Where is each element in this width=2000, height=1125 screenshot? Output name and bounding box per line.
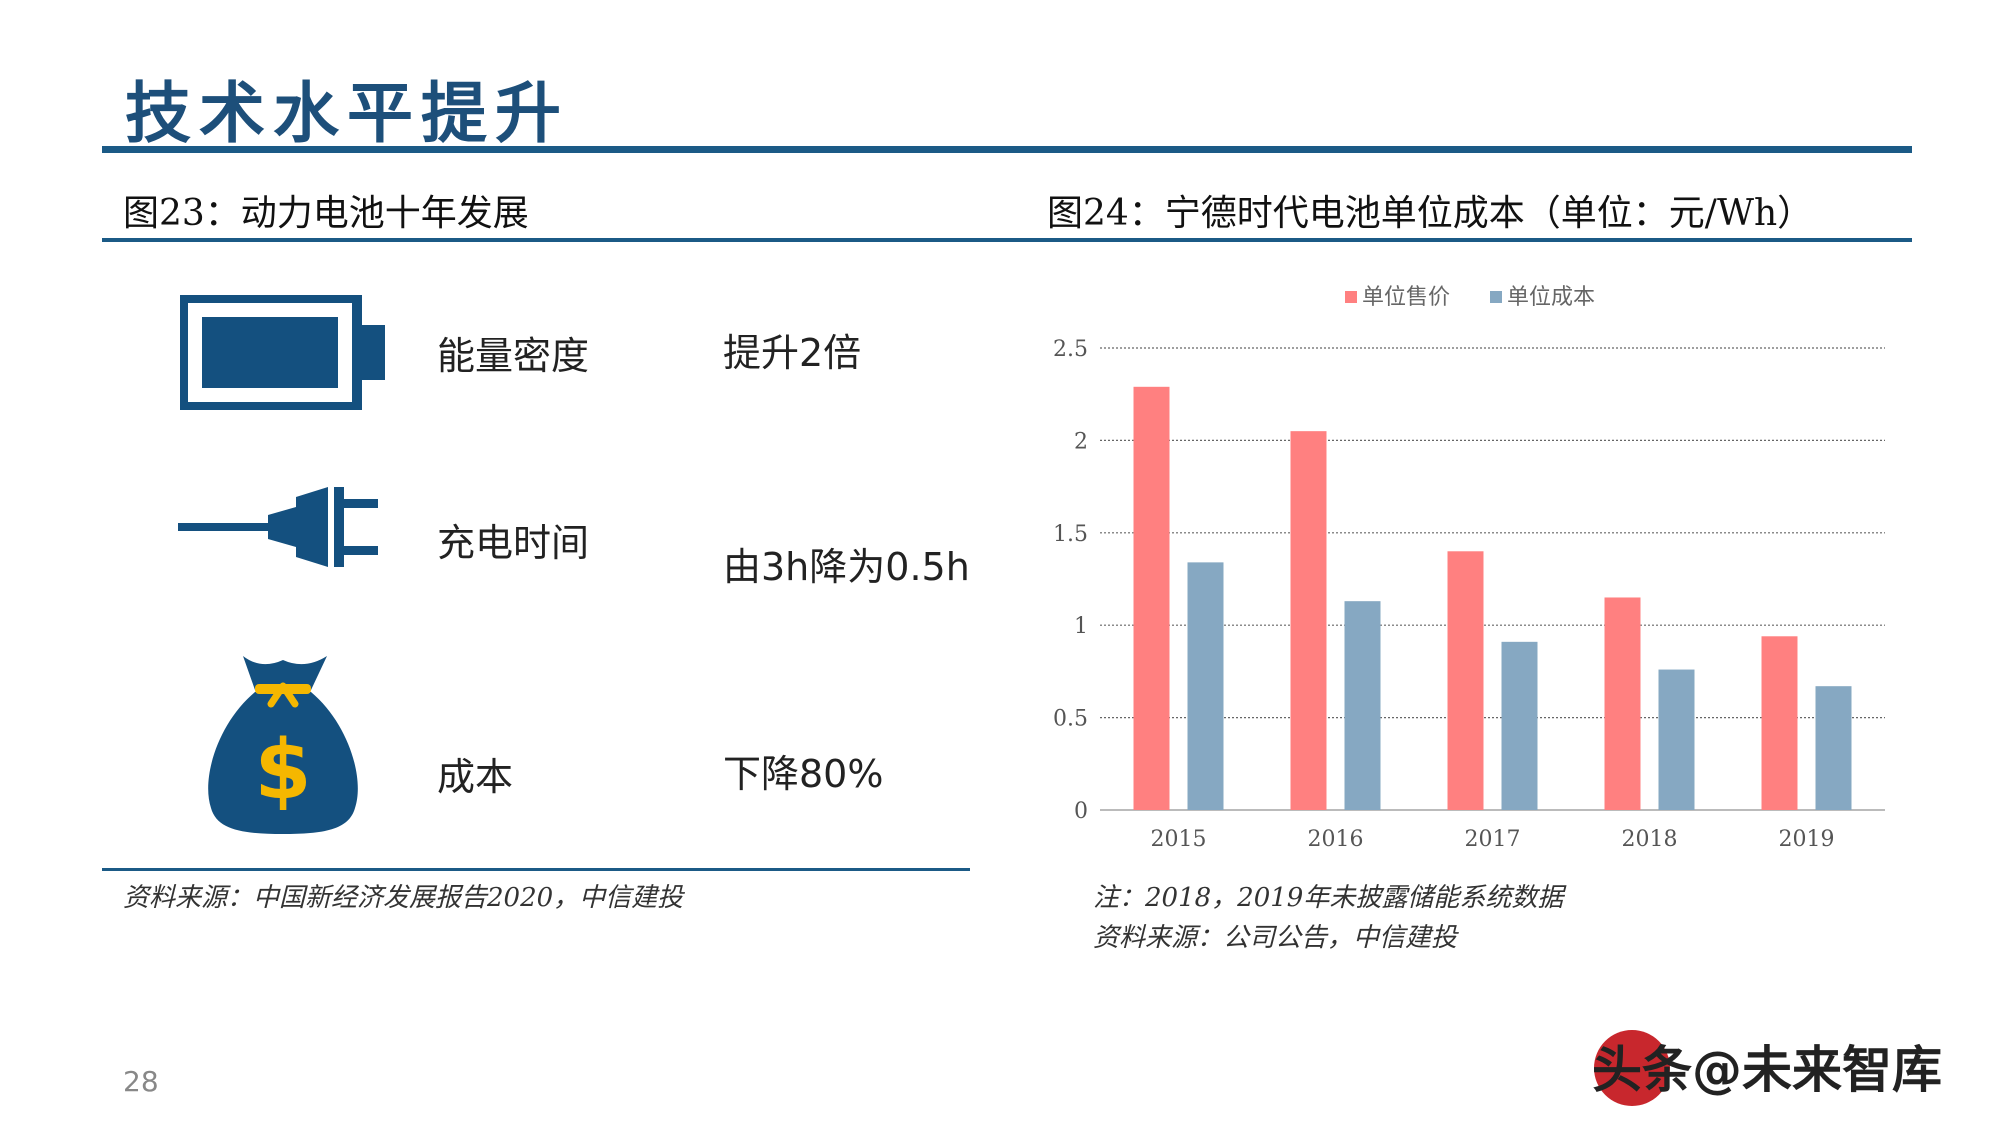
x-tick-label: 2016	[1308, 827, 1364, 852]
money-bag-icon: $	[203, 648, 363, 838]
row-label-charging-time: 充电时间	[437, 521, 590, 565]
bar-price	[1761, 636, 1798, 810]
bar-cost	[1187, 562, 1224, 810]
x-tick-label: 2018	[1622, 827, 1678, 852]
x-tick-label: 2017	[1465, 827, 1521, 852]
row-label-energy-density: 能量密度	[437, 334, 590, 378]
bar-cost	[1815, 686, 1852, 810]
bar-cost	[1501, 641, 1538, 810]
plug-icon	[178, 482, 390, 572]
bar-price	[1447, 551, 1484, 810]
legend-label: 单位售价	[1362, 285, 1450, 310]
right-figure-divider	[968, 238, 1912, 242]
bar-cost	[1344, 601, 1381, 810]
legend-swatch	[1345, 291, 1357, 303]
right-figure-title: 图24：宁德时代电池单位成本（单位：元/Wh）	[1047, 193, 1814, 234]
row-value-charging-time: 由3h降为0.5h	[723, 545, 970, 589]
right-figure-source: 资料来源：公司公告，中信建投	[1093, 923, 1458, 953]
bar-price	[1133, 386, 1170, 810]
bar-price	[1290, 431, 1327, 810]
y-tick-label: 2.5	[1053, 337, 1088, 362]
watermark-logo-icon	[1594, 1030, 1670, 1106]
bar-cost	[1658, 669, 1695, 810]
watermark-text: 头条@未来智库	[1592, 1041, 1942, 1099]
x-tick-label: 2015	[1151, 827, 1207, 852]
svg-text:$: $	[254, 723, 311, 818]
bar-price	[1604, 597, 1641, 810]
y-tick-label: 0	[1074, 799, 1088, 824]
row-value-energy-density: 提升2倍	[723, 331, 862, 375]
page-title: 技术水平提升	[125, 74, 569, 152]
unit-cost-bar-chart: 0 0.5 1 1.5 2 2.5 2015 2016 2017 2018 2019 单位售价 单位成本	[1053, 285, 1885, 852]
y-tick-label: 1.5	[1053, 522, 1088, 547]
row-label-cost: 成本	[437, 755, 514, 799]
x-tick-label: 2019	[1779, 827, 1835, 852]
left-figure-source: 资料来源：中国新经济发展报告2020，中信建投	[123, 883, 684, 913]
left-figure-divider	[102, 238, 970, 242]
left-source-divider	[102, 868, 970, 871]
left-figure-title: 图23：动力电池十年发展	[123, 193, 529, 234]
y-tick-label: 1	[1074, 614, 1088, 639]
y-tick-label: 2	[1074, 429, 1088, 454]
row-value-cost: 下降80%	[723, 752, 884, 796]
right-figure-note: 注：2018，2019年未披露储能系统数据	[1093, 883, 1564, 913]
page-number: 28	[123, 1065, 159, 1098]
y-tick-label: 0.5	[1053, 707, 1088, 732]
legend-swatch	[1490, 291, 1502, 303]
battery-icon	[178, 293, 390, 412]
legend-label: 单位成本	[1507, 285, 1595, 310]
title-divider	[102, 146, 1912, 153]
